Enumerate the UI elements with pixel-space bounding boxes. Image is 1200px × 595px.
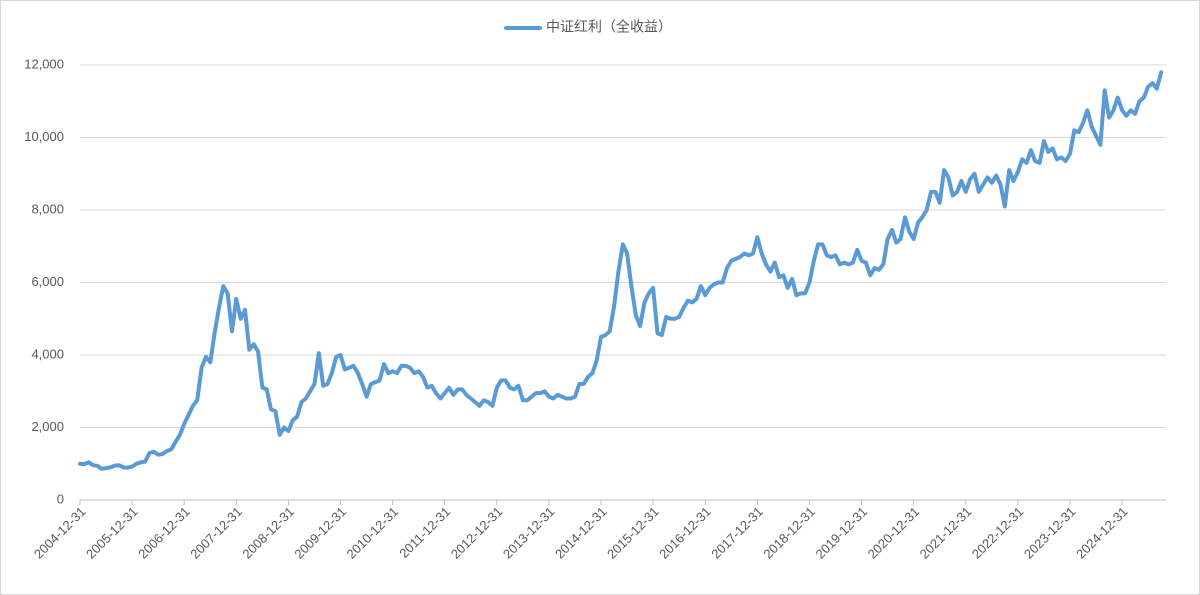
y-tick-label: 0	[57, 491, 64, 506]
data-line	[78, 70, 1164, 471]
y-tick-label: 6,000	[31, 274, 64, 289]
y-tick-label: 12,000	[24, 56, 64, 71]
y-tick-label: 8,000	[31, 201, 64, 216]
y-tick-label: 2,000	[31, 419, 64, 434]
y-tick-label: 4,000	[31, 346, 64, 361]
y-tick-label: 10,000	[24, 129, 64, 144]
legend-label: 中证红利（全收益）	[546, 19, 672, 35]
